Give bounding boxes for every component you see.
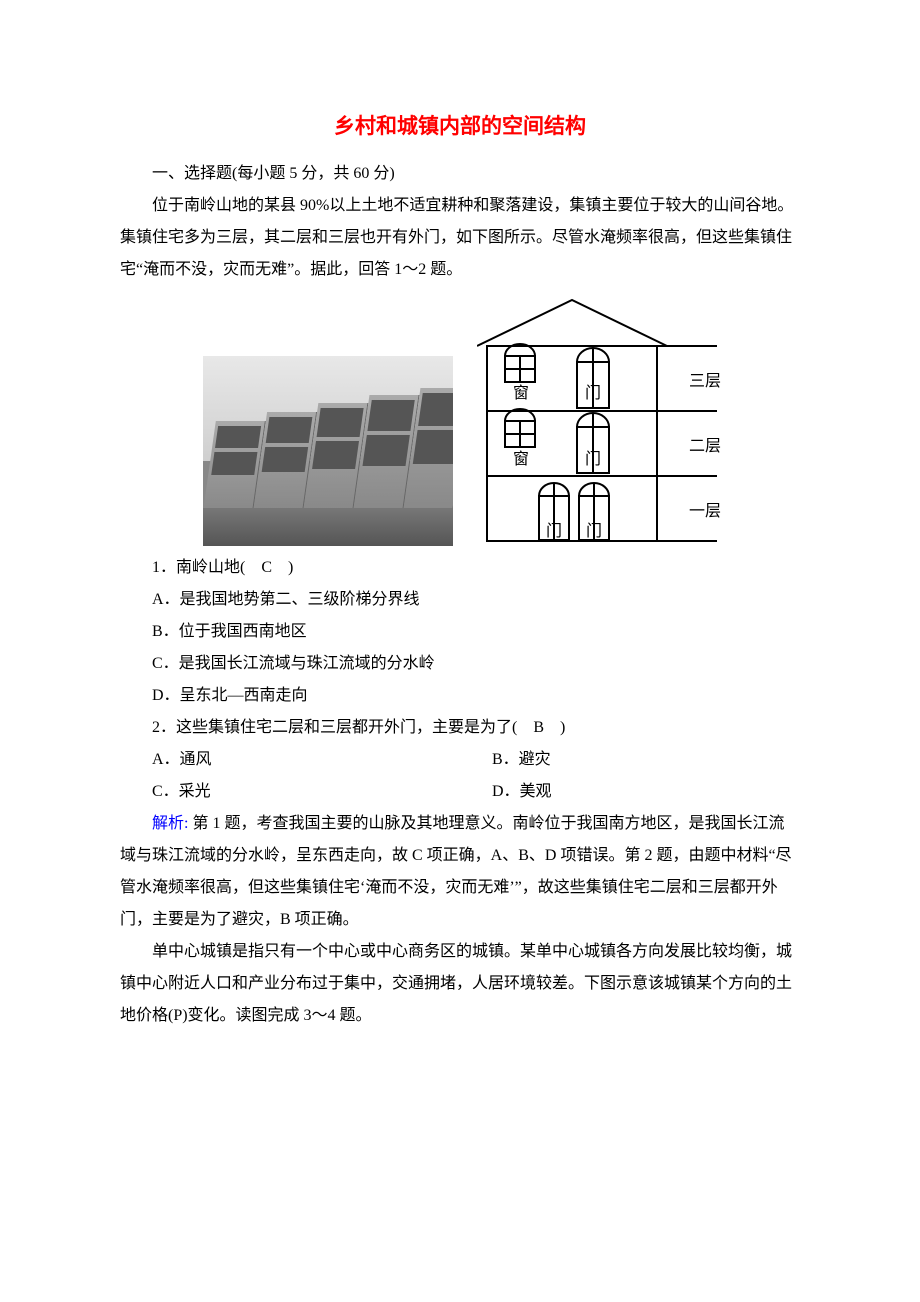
- document-title: 乡村和城镇内部的空间结构: [120, 110, 800, 140]
- figure-row: 窗 门 窗 门 门 门 三层 二层 一层: [120, 296, 800, 546]
- q1-opt-c: C．是我国长江流域与珠江流域的分水岭: [120, 648, 800, 680]
- label-door-2: 门: [585, 450, 601, 468]
- label-window-3: 窗: [513, 384, 529, 402]
- q2-opt-c: C．采光: [120, 776, 460, 808]
- section-heading: 一、选择题(每小题 5 分，共 60 分): [120, 158, 800, 190]
- q1-stem: 1．南岭山地( C ): [120, 552, 800, 584]
- label-door-3: 门: [585, 384, 601, 402]
- label-door-1b: 门: [586, 522, 602, 540]
- passage-2: 单中心城镇是指只有一个中心或中心商务区的城镇。某单中心城镇各方向发展比较均衡，城…: [120, 936, 800, 1032]
- q2-opt-a: A．通风: [120, 744, 460, 776]
- q2-row-cd: C．采光 D．美观: [120, 776, 800, 808]
- analysis-text: 第 1 题，考查我国主要的山脉及其地理意义。南岭位于我国南方地区，是我国长江流域…: [120, 815, 792, 928]
- analysis-label: 解析:: [152, 815, 188, 832]
- floor-2-label: 二层: [689, 439, 721, 455]
- page: 乡村和城镇内部的空间结构 一、选择题(每小题 5 分，共 60 分) 位于南岭山…: [0, 0, 920, 1092]
- q2-opt-d: D．美观: [460, 776, 800, 808]
- analysis-paragraph: 解析: 第 1 题，考查我国主要的山脉及其地理意义。南岭位于我国南方地区，是我国…: [120, 808, 800, 936]
- passage-1: 位于南岭山地的某县 90%以上土地不适宜耕种和聚落建设，集镇主要位于较大的山间谷…: [120, 190, 800, 286]
- floor-3-label: 三层: [689, 374, 721, 390]
- q1-opt-d: D．呈东北—西南走向: [120, 680, 800, 712]
- q2-row-ab: A．通风 B．避灾: [120, 744, 800, 776]
- floor-1-label: 一层: [689, 504, 721, 520]
- label-door-1a: 门: [546, 522, 562, 540]
- house-diagram: 窗 门 窗 门 门 门 三层 二层 一层: [477, 296, 717, 546]
- street-photo: [203, 356, 453, 546]
- q2-stem: 2．这些集镇住宅二层和三层都开外门，主要是为了( B ): [120, 712, 800, 744]
- q1-opt-b: B．位于我国西南地区: [120, 616, 800, 648]
- label-window-2: 窗: [513, 450, 529, 468]
- q1-opt-a: A．是我国地势第二、三级阶梯分界线: [120, 584, 800, 616]
- q2-opt-b: B．避灾: [460, 744, 800, 776]
